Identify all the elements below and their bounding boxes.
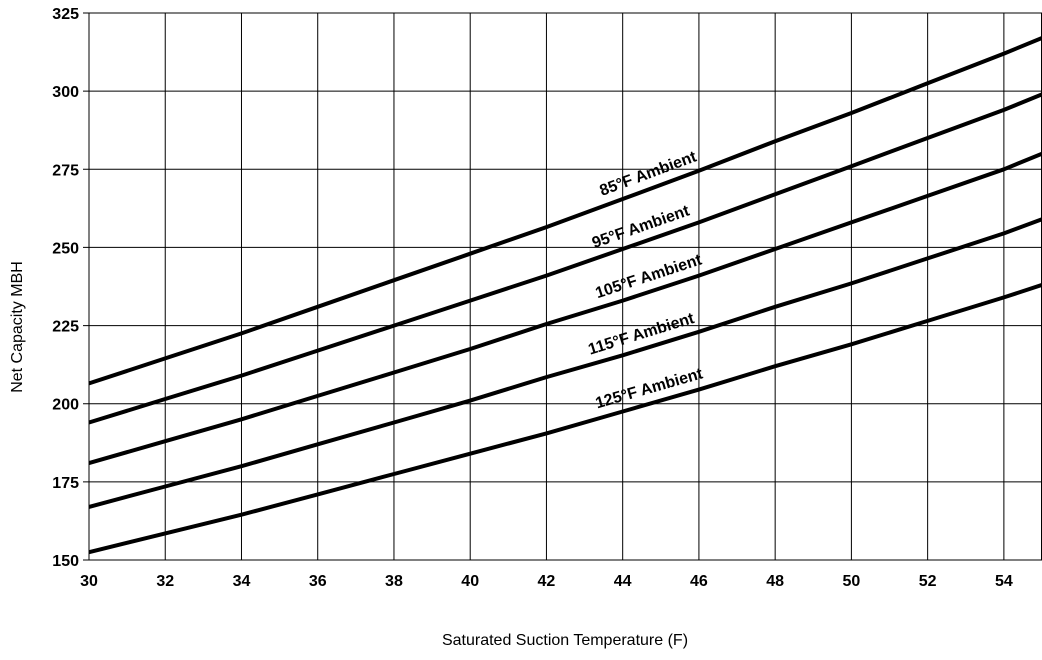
x-tick-label: 30 [80,573,98,590]
x-tick-label: 42 [538,573,556,590]
series-label: 85°F Ambient [597,148,699,199]
series-line [88,151,1042,466]
y-tick-label: 175 [52,475,79,492]
series-line [88,217,1042,509]
series-lines [88,36,1042,555]
x-axis-title: Saturated Suction Temperature (F) [442,632,688,649]
x-tick-label: 54 [995,573,1013,590]
y-tick-label: 200 [52,397,79,414]
x-tick-label: 40 [461,573,479,590]
x-tick-label: 44 [614,573,632,590]
x-tick-label: 52 [919,573,937,590]
x-tick-label: 34 [233,573,251,590]
y-tick-label: 300 [52,84,79,101]
tick-labels: 30 32 34 36 38 40 42 44 46 48 50 52 54 150 175 200 225 25… [52,6,1013,590]
x-tick-label: 36 [309,573,327,590]
y-tick-label: 225 [52,319,79,336]
series-line [88,92,1042,425]
x-tick-label: 46 [690,573,708,590]
y-axis-title: Net Capacity MBH [9,261,26,393]
x-tick-label: 32 [156,573,174,590]
x-tick-label: 48 [766,573,784,590]
series-line [88,282,1042,555]
series-line [88,36,1042,386]
y-tick-label: 150 [52,553,79,570]
y-tick-label: 325 [52,6,79,23]
y-tick-label: 275 [52,162,79,179]
x-tick-label: 38 [385,573,403,590]
y-tick-label: 250 [52,240,79,257]
series-label: 105°F Ambient [593,251,704,302]
x-tick-label: 50 [843,573,861,590]
